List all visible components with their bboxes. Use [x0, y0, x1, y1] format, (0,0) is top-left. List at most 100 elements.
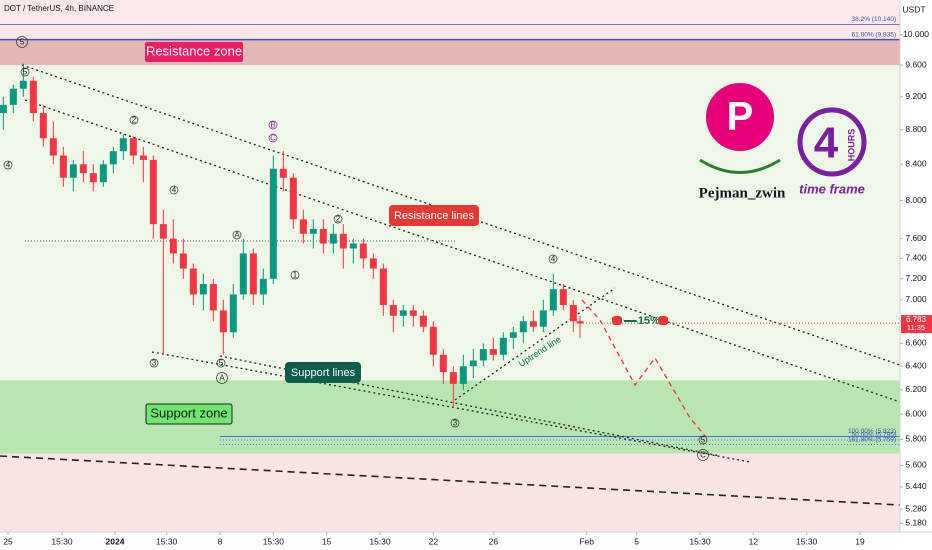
- timeframe-unit: HOURS: [846, 129, 856, 162]
- candle-body: [309, 228, 317, 234]
- fib-label: 61.80% (9.935): [852, 31, 896, 38]
- candle-body: [519, 321, 527, 333]
- x-tick-label: 15:30: [689, 536, 711, 546]
- target-label: -15%: [634, 315, 660, 327]
- wave-circle: [268, 120, 278, 130]
- candle-body: [99, 164, 107, 183]
- y-tick-label: 6.000: [905, 408, 927, 418]
- wave-circle: [20, 67, 30, 77]
- y-tick-label: 7.000: [905, 294, 927, 304]
- candle-body: [129, 138, 137, 156]
- logo-circle: [706, 83, 774, 151]
- last-price-label: 6.783: [906, 315, 927, 324]
- x-tick-label: 25: [3, 536, 13, 546]
- x-tick-label: 26: [489, 536, 499, 546]
- y-tick-label: 7.600: [905, 233, 927, 243]
- support-lines-label: Support lines: [291, 367, 356, 379]
- long-support-line: [0, 455, 901, 506]
- candle-body: [379, 268, 387, 306]
- x-tick-label: 19: [855, 536, 865, 546]
- fib-label: 50.00% (5.795): [852, 432, 896, 439]
- y-tick-label: 8.800: [905, 124, 927, 134]
- support-lines-box: [285, 362, 361, 383]
- candle-body: [159, 224, 167, 239]
- candle-body: [369, 258, 377, 269]
- support-zone-box: [145, 403, 233, 425]
- wave-label: 4: [6, 161, 11, 170]
- x-tick-label: 22: [429, 536, 439, 546]
- y-tick-label: 7.200: [905, 273, 927, 283]
- wave-circle: [169, 185, 179, 195]
- wave-label: C: [270, 134, 276, 143]
- x-tick-label: 15:30: [796, 536, 818, 546]
- candle-body: [289, 177, 297, 220]
- x-axis-panel: [0, 532, 932, 550]
- x-tick-label: 8: [218, 536, 223, 546]
- resistance-line: [24, 99, 901, 403]
- x-tick-label: 12: [749, 536, 759, 546]
- wave-label: 2: [132, 116, 137, 125]
- x-tick-label: 15:30: [369, 536, 391, 546]
- candle-body: [89, 173, 97, 183]
- candle-body: [179, 253, 187, 269]
- candle-body: [279, 168, 287, 178]
- y-tick-label: 8.000: [905, 195, 927, 205]
- chart-title: DOT / TetherUS, 4h, BINANCE: [4, 4, 114, 13]
- wave-circle: [149, 358, 159, 368]
- candle-body: [269, 168, 277, 279]
- support-zone-label: Support zone: [150, 405, 227, 420]
- candle-body: [29, 80, 37, 114]
- resistance-zone-label: Resistance zone: [146, 43, 242, 58]
- candle-body: [489, 349, 497, 355]
- alert-icon: [658, 316, 668, 325]
- candle-body: [576, 321, 584, 324]
- candle-body: [69, 164, 77, 178]
- candle-body: [459, 366, 467, 384]
- candle-body: [59, 155, 67, 178]
- wave-label: 3: [453, 419, 458, 428]
- wave-label: B: [270, 121, 275, 130]
- wave-label: 5: [20, 38, 25, 47]
- timeframe-circle: [797, 107, 867, 177]
- wave-circle: [548, 254, 558, 264]
- wave-circle: [129, 115, 139, 125]
- fib-label: 161.80% (5.759): [848, 436, 896, 443]
- x-tick-label: 15:30: [156, 536, 178, 546]
- candle-body: [479, 349, 487, 361]
- y-tick-label: 8.400: [905, 159, 927, 169]
- y-tick-label: 5.800: [905, 434, 927, 444]
- trend-lines: [0, 64, 901, 506]
- wave-circle: [16, 36, 28, 48]
- candle-body: [49, 138, 57, 156]
- y-tick-label: 10.000: [903, 29, 929, 39]
- wave-circle: [290, 270, 300, 280]
- candle-body: [539, 310, 547, 327]
- candle-body: [259, 278, 267, 295]
- wave-label: 3: [152, 359, 157, 368]
- y-tick-label: 6.400: [905, 361, 927, 371]
- x-tick-label: Feb: [579, 536, 594, 546]
- candle-body: [409, 310, 417, 316]
- wave-label: A: [234, 231, 240, 240]
- zones: [0, 0, 900, 532]
- candle-body: [359, 243, 367, 259]
- y-axis-panel: [900, 0, 932, 550]
- wave-circle: [697, 449, 709, 461]
- zone: [0, 380, 900, 454]
- x-tick-label: 15:30: [263, 536, 285, 546]
- logo-letter: P: [727, 95, 754, 139]
- candle-body: [139, 155, 147, 160]
- candle-body: [79, 164, 87, 174]
- wave-circle: [333, 214, 343, 224]
- wave-circle: [232, 230, 242, 240]
- candle-body: [319, 228, 327, 244]
- author: Pejman_zwin: [699, 185, 786, 201]
- candle-body: [389, 305, 397, 316]
- wave-circle: [216, 358, 226, 368]
- candle-body: [299, 219, 307, 234]
- candle-body: [239, 253, 247, 295]
- wave-circle: [698, 435, 708, 445]
- fib-label: 38.2% (10.140): [852, 16, 896, 23]
- y-tick-label: 5.440: [905, 481, 927, 491]
